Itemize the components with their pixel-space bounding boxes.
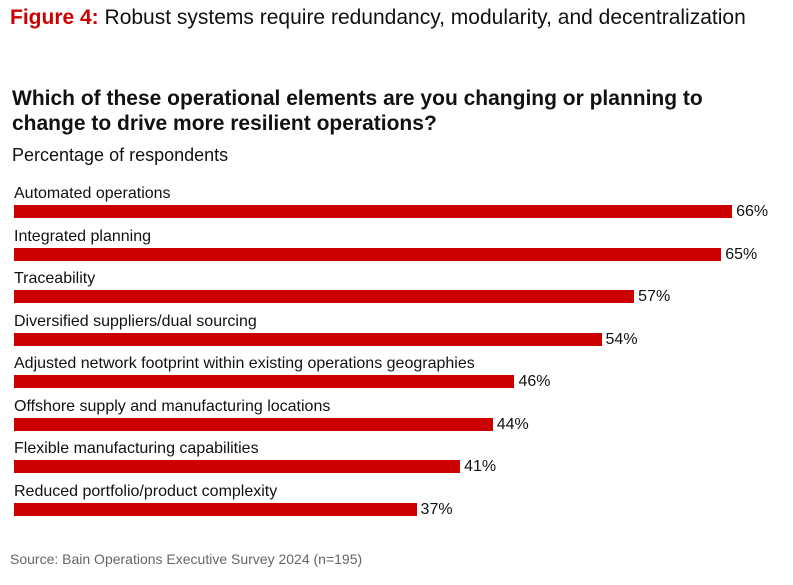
category-label: Diversified suppliers/dual sourcing	[14, 312, 257, 330]
bar	[14, 332, 602, 346]
category-label: Offshore supply and manufacturing locati…	[14, 397, 331, 415]
value-label: 54%	[605, 330, 638, 348]
bar	[14, 290, 635, 303]
bar	[14, 205, 733, 218]
value-label: 65%	[725, 245, 758, 263]
bar	[14, 502, 417, 516]
category-label: Flexible manufacturing capabilities	[14, 440, 259, 457]
figure-title-text: Robust systems require redundancy, modul…	[104, 6, 746, 29]
source-note: Source: Bain Operations Executive Survey…	[10, 551, 363, 567]
category-label: Reduced portfolio/product complexity	[14, 482, 278, 500]
chart-subtitle: Percentage of respondents	[12, 145, 229, 165]
value-label: 41%	[464, 458, 497, 475]
value-label: 44%	[496, 415, 529, 433]
figure-title: Figure 4: Robust systems require redunda…	[10, 6, 746, 30]
chart-title: Which of these operational elements are …	[12, 87, 703, 135]
figure-label: Figure 4:	[10, 6, 99, 29]
category-label: Automated operations	[14, 185, 171, 202]
category-label: Traceability	[14, 270, 96, 287]
value-label: 57%	[638, 288, 671, 305]
value-label: 37%	[420, 500, 453, 518]
category-label: Integrated planning	[14, 227, 151, 245]
value-label: 66%	[736, 203, 769, 220]
value-label: 46%	[518, 373, 551, 390]
bar	[14, 247, 722, 261]
category-label: Adjusted network footprint within existi…	[14, 355, 475, 372]
bar	[14, 460, 461, 473]
bar	[14, 375, 515, 388]
bar	[14, 417, 493, 431]
